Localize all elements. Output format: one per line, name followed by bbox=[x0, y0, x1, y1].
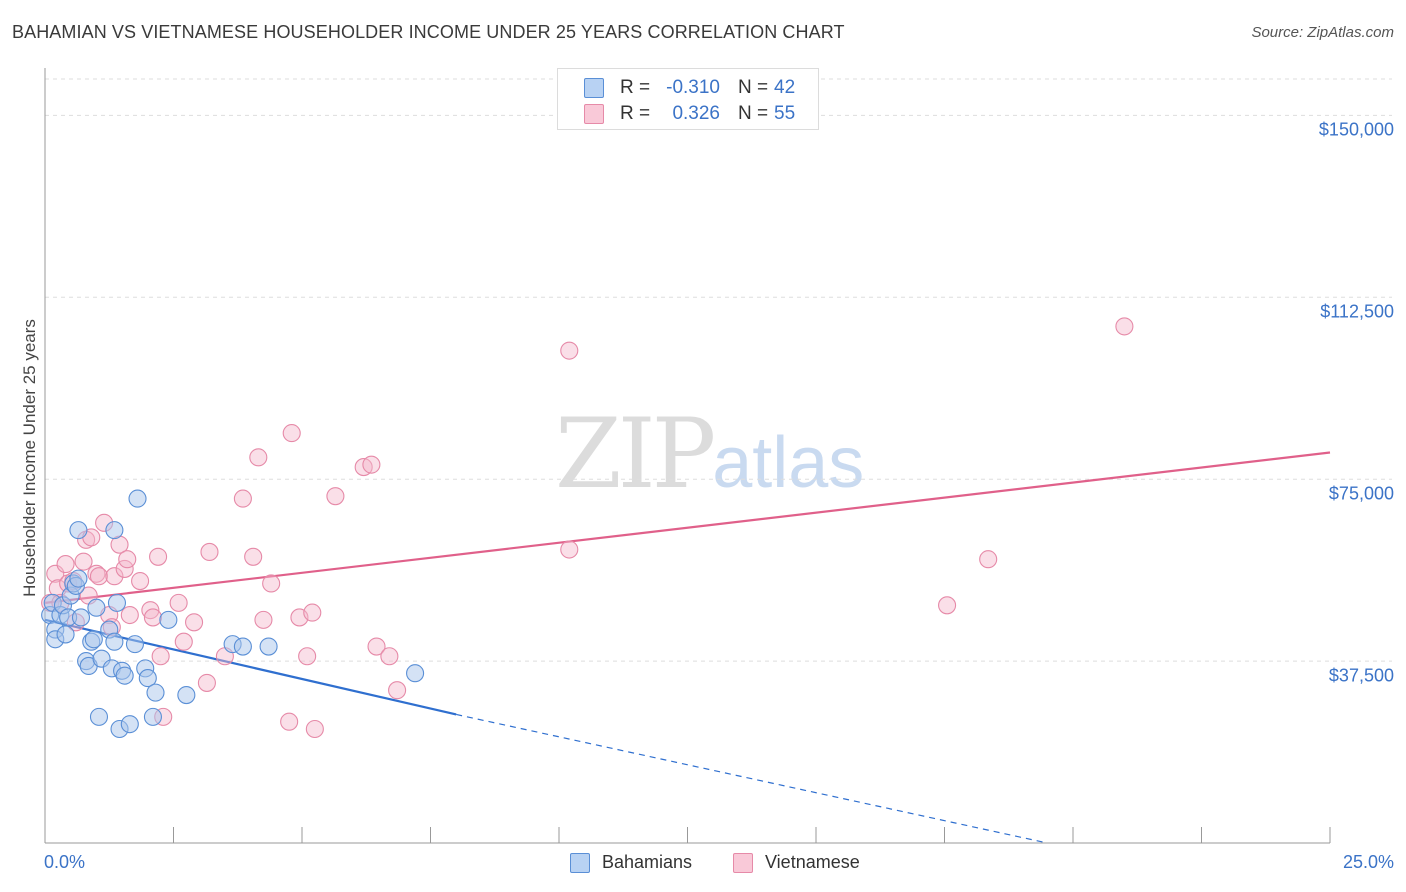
r-label: R = bbox=[620, 103, 651, 124]
vietnamese-point bbox=[120, 605, 139, 625]
bahamian-point bbox=[87, 598, 106, 617]
vietnamese-point bbox=[326, 487, 345, 506]
vietnamese-point bbox=[74, 552, 93, 571]
vietnamese-point bbox=[560, 540, 579, 559]
watermark-zip: ZIP bbox=[555, 398, 716, 510]
vietnamese-point bbox=[298, 647, 317, 666]
bahamian-point bbox=[406, 664, 425, 683]
vietnamese-point bbox=[200, 542, 219, 562]
r-label: R = bbox=[620, 77, 651, 98]
y-axis-label: Householder Income Under 25 years bbox=[20, 319, 39, 597]
vietnamese-point bbox=[305, 719, 324, 739]
vietnamese-point bbox=[979, 550, 998, 569]
bahamian-point bbox=[120, 715, 139, 734]
vietnamese-point bbox=[244, 547, 263, 566]
vietnamese-point bbox=[169, 593, 188, 612]
y-tick-label: $150,000 bbox=[1318, 119, 1394, 140]
pink-swatch bbox=[733, 852, 753, 873]
grid-lines bbox=[45, 78, 1392, 662]
legend-row-bahamians: R = -0.310 N = 42 bbox=[584, 76, 795, 100]
vietnamese-point bbox=[89, 567, 109, 586]
bahamian-point bbox=[146, 683, 165, 702]
vietnamese-point bbox=[118, 550, 137, 569]
bahamian-point bbox=[56, 625, 75, 644]
x-tick-label-min: 0.0% bbox=[44, 852, 86, 872]
r-value: -0.310 bbox=[666, 77, 720, 98]
legend-label: Bahamians bbox=[602, 852, 693, 872]
bahamian-point bbox=[105, 521, 124, 540]
r-value: 0.326 bbox=[672, 103, 720, 124]
vietnamese-point bbox=[87, 564, 106, 583]
legend-row-vietnamese: R = 0.326 N = 55 bbox=[584, 102, 795, 126]
y-tick-label: $37,500 bbox=[1328, 665, 1394, 686]
bahamian-point bbox=[259, 637, 278, 656]
bahamian-point bbox=[125, 635, 144, 654]
n-value: 42 bbox=[774, 77, 796, 98]
bahamian-point bbox=[143, 707, 162, 726]
bahamian-point bbox=[69, 569, 88, 588]
bahamian-point bbox=[105, 632, 124, 651]
bahamian-trend-extension bbox=[456, 713, 1048, 844]
y-tick-label: $75,000 bbox=[1328, 483, 1394, 504]
vietnamese-point bbox=[282, 424, 301, 443]
watermark-atlas: atlas bbox=[712, 423, 865, 503]
vietnamese-trend-line bbox=[44, 451, 1331, 604]
vietnamese-point bbox=[367, 637, 386, 656]
vietnamese-point bbox=[262, 574, 281, 593]
bahamian-point bbox=[115, 666, 134, 685]
vietnamese-point bbox=[105, 567, 124, 586]
legend-item-bahamians[interactable]: Bahamians bbox=[570, 852, 692, 873]
bahamian-points bbox=[41, 489, 425, 739]
vietnamese-point bbox=[1115, 317, 1134, 336]
vietnamese-point bbox=[388, 681, 407, 700]
vietnamese-point bbox=[560, 341, 579, 360]
vietnamese-point bbox=[185, 613, 204, 632]
vietnamese-points bbox=[41, 317, 1134, 739]
vietnamese-point bbox=[280, 712, 299, 731]
bahamian-point bbox=[69, 521, 88, 540]
vietnamese-point bbox=[254, 610, 273, 629]
n-label: N = bbox=[738, 77, 769, 98]
bahamian-point bbox=[89, 707, 109, 726]
bahamian-point bbox=[71, 608, 91, 627]
vietnamese-point bbox=[151, 647, 170, 666]
legend-item-vietnamese[interactable]: Vietnamese bbox=[733, 852, 860, 873]
chart-title: BAHAMIAN VS VIETNAMESE HOUSEHOLDER INCOM… bbox=[12, 22, 845, 42]
vietnamese-point bbox=[143, 608, 162, 627]
bahamian-point bbox=[159, 610, 178, 629]
vietnamese-point bbox=[149, 547, 168, 566]
vietnamese-point bbox=[249, 448, 268, 467]
source-note: Source: ZipAtlas.com bbox=[1251, 24, 1394, 41]
zipatlas-watermark: ZIPatlas bbox=[555, 398, 864, 510]
vietnamese-point bbox=[938, 596, 957, 615]
bahamian-point bbox=[138, 669, 157, 688]
blue-swatch bbox=[570, 852, 590, 873]
axes bbox=[44, 68, 1331, 844]
vietnamese-point bbox=[141, 601, 160, 620]
correlation-legend: R = -0.310 N = 42 R = 0.326 N = 55 bbox=[557, 68, 819, 130]
vietnamese-point bbox=[233, 489, 252, 508]
n-label: N = bbox=[738, 103, 769, 124]
bahamian-point bbox=[233, 637, 252, 656]
legend-label: Vietnamese bbox=[765, 852, 860, 872]
n-value: 55 bbox=[774, 103, 796, 124]
vietnamese-point bbox=[303, 603, 322, 622]
vietnamese-point bbox=[56, 555, 75, 574]
y-tick-label: $112,500 bbox=[1320, 301, 1394, 322]
vietnamese-point bbox=[362, 455, 381, 474]
series-legend: Bahamians Vietnamese bbox=[0, 852, 1406, 878]
blue-swatch bbox=[584, 78, 604, 98]
x-tick-label-max: 25.0% bbox=[1342, 852, 1394, 872]
bahamian-point bbox=[84, 630, 103, 649]
bahamian-point bbox=[128, 489, 147, 508]
vietnamese-point bbox=[197, 673, 216, 692]
vietnamese-point bbox=[174, 632, 193, 651]
pink-swatch bbox=[584, 104, 604, 124]
vietnamese-point bbox=[131, 572, 150, 591]
bahamian-point bbox=[107, 593, 127, 612]
vietnamese-point bbox=[380, 647, 399, 666]
bahamian-point bbox=[177, 686, 196, 705]
